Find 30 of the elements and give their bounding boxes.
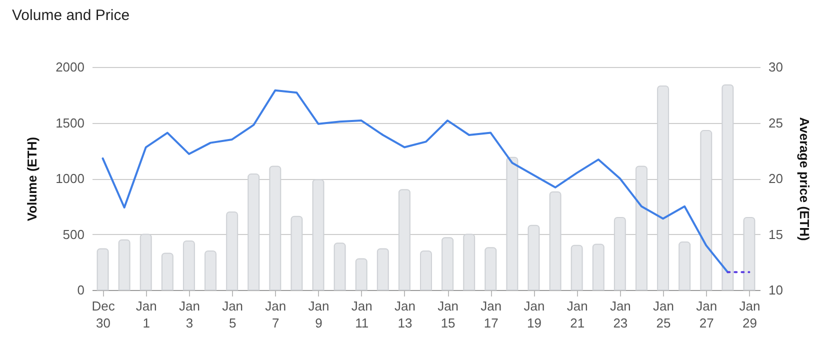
y2-tick-label: 30: [768, 60, 783, 74]
x-tick-label: Jan 1: [136, 298, 157, 330]
x-tick-label: Jan 25: [653, 298, 674, 330]
x-tick-label: Jan 23: [610, 298, 631, 330]
y2-tick-label: 10: [768, 282, 783, 298]
y-tick-label: 1000: [56, 171, 84, 186]
y-tick-label: 1500: [56, 115, 84, 130]
y2-tick-label: 20: [768, 171, 783, 186]
x-tick-label: Jan 5: [222, 298, 244, 330]
x-tick-label: Jan 13: [394, 298, 416, 330]
x-tick-label: Dec 30: [92, 298, 116, 330]
y-tick-label: 500: [62, 226, 84, 242]
y-axis-title: Volume (ETH): [24, 136, 40, 222]
line-series: [102, 89, 729, 274]
x-tick-label: Jan 29: [739, 298, 760, 330]
y2-axis-title: Average price (ETH): [796, 117, 812, 241]
x-tick-label: Jan 21: [566, 298, 588, 330]
x-tick-label: Jan 19: [524, 298, 545, 330]
x-tick-label: Jan 17: [480, 298, 502, 330]
x-tick-label: Jan 3: [178, 298, 200, 330]
x-tick-label: Jan 27: [696, 298, 718, 330]
y-tick-label: 0: [77, 282, 84, 298]
y2-tick-label: 25: [768, 115, 783, 130]
x-tick-label: Jan 7: [265, 298, 286, 330]
x-tick-label: Jan 9: [308, 298, 330, 330]
chart-title: Volume and Price: [12, 7, 130, 24]
x-tick-label: Jan 11: [351, 298, 372, 330]
y-tick-label: 2000: [56, 60, 84, 74]
y2-tick-label: 15: [768, 226, 783, 242]
x-tick-label: Jan 15: [438, 298, 459, 330]
